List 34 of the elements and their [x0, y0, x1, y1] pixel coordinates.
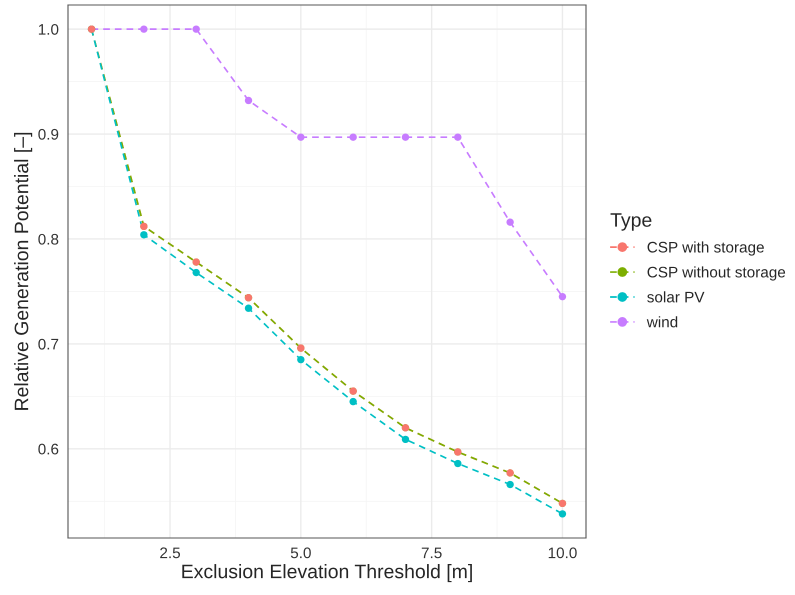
- point: [454, 460, 462, 468]
- point: [454, 134, 462, 141]
- point: [506, 480, 514, 488]
- legend-label: CSP without storage: [648, 266, 786, 281]
- y-tick-label: 0.8: [38, 234, 58, 245]
- point: [402, 134, 410, 141]
- y-tick-label: 0.7: [38, 338, 58, 350]
- point: [402, 436, 410, 444]
- legend-label: wind: [646, 316, 678, 328]
- y-axis-title: Relative Generation Potential [–]: [14, 132, 32, 410]
- y-tick-label: 1.0: [38, 24, 58, 35]
- point: [558, 293, 566, 300]
- point: [506, 218, 514, 226]
- legend-label: solar PV: [647, 291, 704, 302]
- point: [140, 25, 148, 33]
- y-tick-label: 0.6: [38, 444, 58, 455]
- x-tick-label: 2.5: [160, 547, 180, 558]
- x-tick-label: 10.0: [548, 547, 577, 558]
- x-axis-title: Exclusion Elevation Threshold [m]: [182, 564, 472, 582]
- point: [349, 134, 357, 141]
- point: [297, 356, 305, 364]
- point: [244, 304, 252, 312]
- legend-title: Type: [610, 213, 652, 231]
- point: [558, 510, 566, 518]
- point: [297, 134, 305, 141]
- y-tick-label: 0.9: [38, 128, 58, 140]
- x-tick-label: 7.5: [422, 548, 442, 558]
- point: [244, 96, 252, 104]
- point: [140, 231, 148, 238]
- point: [192, 25, 200, 33]
- point: [192, 268, 200, 276]
- point: [349, 398, 357, 406]
- x-tick-label: 5.0: [290, 547, 311, 558]
- legend-label: CSP with storage: [648, 241, 764, 256]
